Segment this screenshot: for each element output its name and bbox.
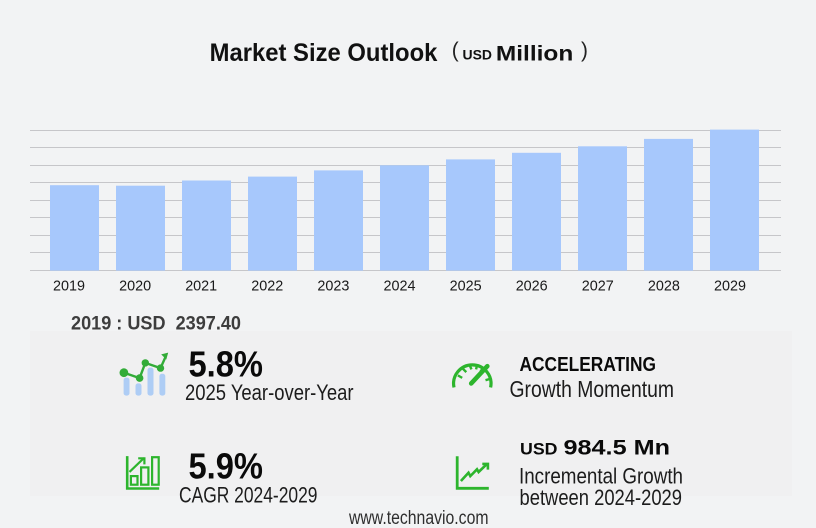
svg-text:5.8%: 5.8% bbox=[189, 343, 264, 384]
svg-text:(: ( bbox=[452, 39, 459, 62]
svg-text:CAGR 2024-2029: CAGR 2024-2029 bbox=[179, 482, 318, 507]
svg-text:2022: 2022 bbox=[251, 278, 283, 295]
svg-text:Market Size Outlook: Market Size Outlook bbox=[210, 39, 438, 67]
svg-text:between 2024-2029: between 2024-2029 bbox=[520, 485, 683, 510]
svg-text:5.9%: 5.9% bbox=[189, 445, 264, 486]
svg-text:USD: USD bbox=[520, 440, 558, 458]
svg-text:2023: 2023 bbox=[317, 278, 349, 295]
svg-text:2019 : USD 2397.40: 2019 : USD 2397.40 bbox=[71, 313, 241, 334]
svg-text:2026: 2026 bbox=[516, 278, 548, 295]
svg-text:2024: 2024 bbox=[384, 278, 416, 295]
svg-text:2025: 2025 bbox=[450, 278, 482, 295]
svg-text:984.5 Mn: 984.5 Mn bbox=[564, 435, 671, 459]
svg-text:2025 Year-over-Year: 2025 Year-over-Year bbox=[185, 380, 354, 405]
svg-text:Growth Momentum: Growth Momentum bbox=[510, 376, 675, 402]
svg-text:2029: 2029 bbox=[714, 278, 746, 295]
svg-text:2021: 2021 bbox=[185, 278, 217, 295]
svg-text:2020: 2020 bbox=[119, 278, 151, 295]
svg-text:Incremental Growth: Incremental Growth bbox=[519, 463, 683, 488]
svg-text:ACCELERATING: ACCELERATING bbox=[520, 354, 657, 376]
svg-text:): ) bbox=[581, 39, 588, 62]
svg-text:2019: 2019 bbox=[53, 278, 85, 295]
svg-text:USD: USD bbox=[463, 47, 493, 63]
svg-text:www.technavio.com: www.technavio.com bbox=[348, 508, 488, 528]
svg-text:Million: Million bbox=[496, 42, 573, 66]
svg-text:2028: 2028 bbox=[648, 278, 680, 295]
svg-text:2027: 2027 bbox=[582, 278, 614, 295]
